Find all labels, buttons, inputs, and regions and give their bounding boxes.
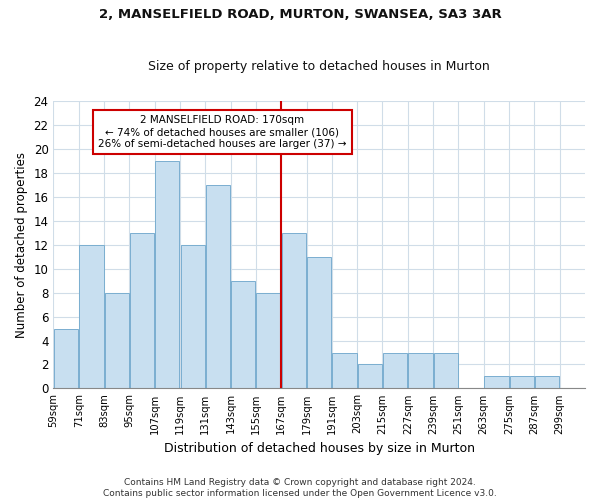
- Bar: [231, 280, 256, 388]
- Bar: [307, 256, 331, 388]
- Bar: [383, 352, 407, 388]
- Bar: [79, 244, 104, 388]
- Bar: [509, 376, 534, 388]
- Bar: [130, 233, 154, 388]
- Bar: [104, 292, 129, 388]
- Text: 2 MANSELFIELD ROAD: 170sqm
← 74% of detached houses are smaller (106)
26% of sem: 2 MANSELFIELD ROAD: 170sqm ← 74% of deta…: [98, 116, 346, 148]
- Bar: [282, 233, 306, 388]
- Bar: [409, 352, 433, 388]
- Bar: [434, 352, 458, 388]
- Bar: [54, 328, 78, 388]
- Bar: [256, 292, 281, 388]
- Bar: [181, 244, 205, 388]
- X-axis label: Distribution of detached houses by size in Murton: Distribution of detached houses by size …: [164, 442, 475, 455]
- Title: Size of property relative to detached houses in Murton: Size of property relative to detached ho…: [148, 60, 490, 74]
- Bar: [358, 364, 382, 388]
- Text: Contains HM Land Registry data © Crown copyright and database right 2024.
Contai: Contains HM Land Registry data © Crown c…: [103, 478, 497, 498]
- Bar: [484, 376, 509, 388]
- Bar: [155, 161, 179, 388]
- Bar: [206, 185, 230, 388]
- Bar: [332, 352, 356, 388]
- Bar: [535, 376, 559, 388]
- Text: 2, MANSELFIELD ROAD, MURTON, SWANSEA, SA3 3AR: 2, MANSELFIELD ROAD, MURTON, SWANSEA, SA…: [98, 8, 502, 20]
- Y-axis label: Number of detached properties: Number of detached properties: [15, 152, 28, 338]
